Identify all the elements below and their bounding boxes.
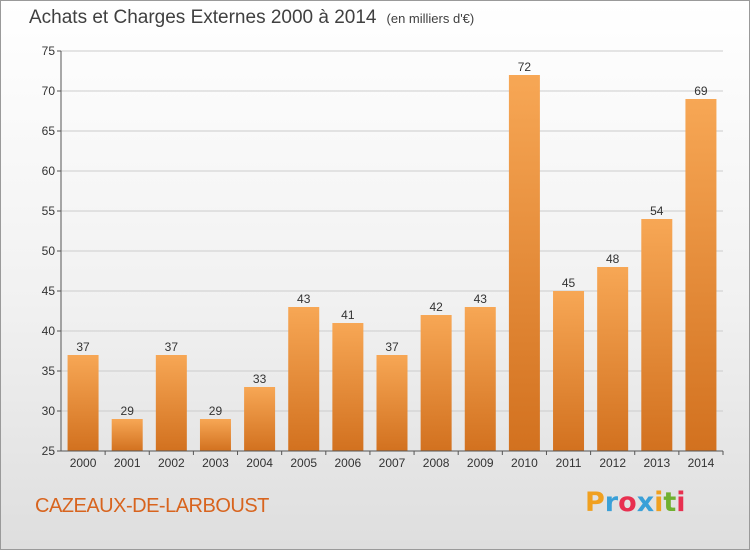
data-label-2014: 69 — [694, 84, 708, 98]
logo-letter: t — [663, 487, 677, 518]
data-label-2002: 37 — [165, 340, 179, 354]
bar-2009 — [464, 307, 496, 451]
y-tick-label: 45 — [42, 284, 56, 298]
axes — [57, 50, 724, 455]
bar-2002 — [155, 355, 187, 451]
y-tick-label: 60 — [42, 164, 56, 178]
x-tick-label: 2005 — [290, 456, 317, 470]
y-tick-label: 65 — [42, 124, 56, 138]
bar-2012 — [597, 267, 629, 451]
chart-title-text: Achats et Charges Externes 2000 à 2014 — [29, 7, 377, 28]
data-label-2000: 37 — [76, 340, 90, 354]
data-label-2010: 72 — [518, 60, 532, 74]
data-label-2005: 43 — [297, 292, 311, 306]
y-tick-label: 30 — [42, 404, 56, 418]
bar-2003 — [199, 419, 231, 451]
y-tick-label: 50 — [42, 244, 56, 258]
data-label-2012: 48 — [606, 252, 620, 266]
x-tick-label: 2007 — [379, 456, 406, 470]
bar-2000 — [67, 355, 99, 451]
logo-letter: P — [585, 487, 605, 518]
x-tick-label: 2013 — [643, 456, 670, 470]
data-label-2008: 42 — [429, 300, 443, 314]
logo-letter: o — [618, 487, 637, 518]
chart-subtitle: (en milliers d'€) — [386, 11, 475, 26]
bar-2004 — [244, 387, 276, 451]
x-tick-label: 2003 — [202, 456, 229, 470]
bar-2013 — [641, 219, 673, 451]
y-tick-label: 40 — [42, 324, 56, 338]
bar-2001 — [111, 419, 143, 451]
y-tick-label: 25 — [42, 444, 56, 458]
chart-title: Achats et Charges Externes 2000 à 2014 (e… — [29, 7, 474, 29]
data-label-2009: 43 — [474, 292, 488, 306]
logo-letter: r — [604, 487, 619, 518]
logo-letter: i — [676, 487, 686, 518]
x-tick-label: 2010 — [511, 456, 538, 470]
x-tick-label: 2012 — [599, 456, 626, 470]
y-tick-label: 70 — [42, 84, 56, 98]
data-label-2013: 54 — [650, 204, 664, 218]
data-label-2011: 45 — [562, 276, 576, 290]
logo-letter: x — [636, 487, 655, 518]
x-tick-label: 2008 — [423, 456, 450, 470]
bar-2010 — [508, 75, 540, 451]
x-tick-label: 2009 — [467, 456, 494, 470]
bar-2005 — [288, 307, 320, 451]
labels: 25 30 35 40 45 50 55 60 65 70 75 2000 37 2001 29 2002 37… — [42, 44, 715, 470]
x-tick-label: 2014 — [688, 456, 715, 470]
x-tick-label: 2000 — [70, 456, 97, 470]
bars — [67, 75, 717, 451]
y-tick-label: 55 — [42, 204, 56, 218]
y-tick-label: 75 — [42, 44, 56, 58]
logo-letter: i — [654, 487, 664, 518]
data-label-2003: 29 — [209, 404, 223, 418]
bar-2014 — [685, 99, 717, 451]
data-label-2001: 29 — [121, 404, 135, 418]
x-tick-label: 2002 — [158, 456, 185, 470]
data-label-2007: 37 — [385, 340, 399, 354]
proxiti-logo: Proxiti — [585, 487, 686, 518]
bar-2006 — [332, 323, 364, 451]
data-label-2004: 33 — [253, 372, 267, 386]
y-tick-label: 35 — [42, 364, 56, 378]
data-label-2006: 41 — [341, 308, 355, 322]
x-tick-label: 2004 — [246, 456, 273, 470]
x-tick-label: 2001 — [114, 456, 141, 470]
x-tick-label: 2006 — [335, 456, 362, 470]
x-tick-label: 2011 — [556, 456, 582, 470]
bar-2007 — [376, 355, 408, 451]
place-name: CAZEAUX-DE-LARBOUST — [35, 495, 269, 517]
bar-2008 — [420, 315, 452, 451]
bar-2011 — [553, 291, 585, 451]
